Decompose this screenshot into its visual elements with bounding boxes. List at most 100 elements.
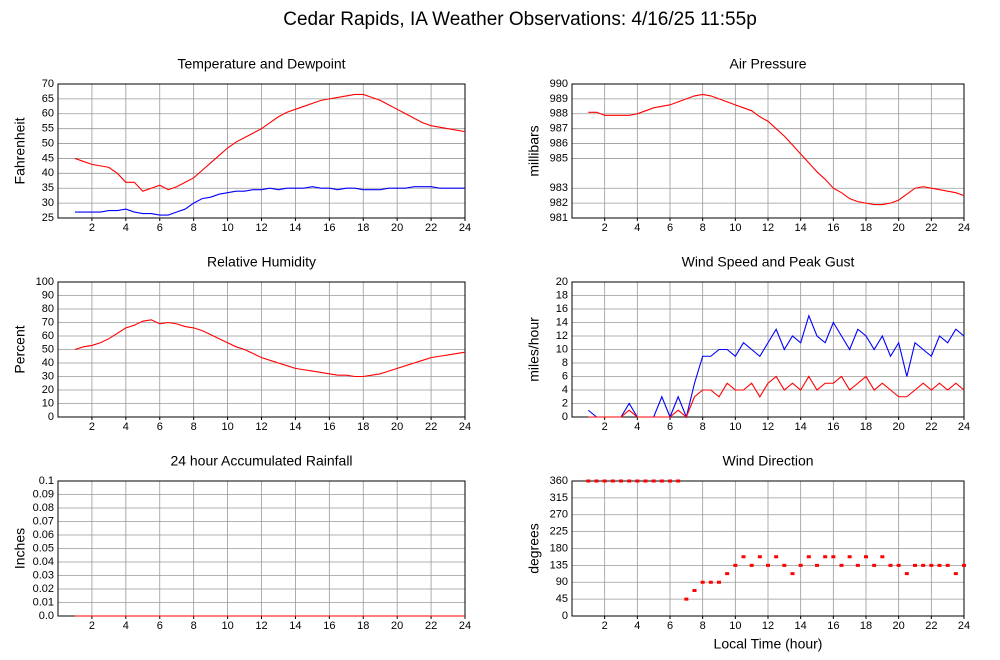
x-tick-label: 16 — [323, 421, 335, 433]
x-tick-label: 8 — [700, 421, 706, 433]
y-tick-label: 0.03 — [33, 569, 54, 581]
data-point — [855, 563, 860, 567]
data-point — [872, 563, 877, 567]
data-point — [676, 479, 681, 483]
x-tick-label: 24 — [958, 620, 970, 632]
y-tick-label: 40 — [42, 167, 54, 179]
y-tick-label: 180 — [550, 542, 568, 554]
x-tick-label: 10 — [221, 222, 233, 234]
y-tick-label: 55 — [42, 123, 54, 135]
data-point — [904, 572, 909, 576]
x-tick-label: 12 — [762, 222, 774, 234]
y-tick-label: 65 — [42, 93, 54, 105]
panel-title: 24 hour Accumulated Rainfall — [170, 453, 352, 469]
y-tick-label: 135 — [550, 559, 568, 571]
data-point — [692, 589, 697, 592]
y-tick-label: 70 — [42, 78, 54, 90]
y-tick-label: 90 — [42, 289, 54, 301]
x-tick-label: 10 — [221, 620, 233, 632]
x-tick-label: 8 — [700, 222, 706, 234]
y-tick-label: 40 — [42, 357, 54, 369]
data-point — [839, 563, 844, 567]
data-point — [668, 479, 672, 483]
x-tick-label: 16 — [827, 222, 839, 234]
x-tick-label: 8 — [191, 421, 197, 433]
page-title: Cedar Rapids, IA Weather Observations: 4… — [283, 9, 757, 30]
y-tick-label: 983 — [550, 182, 568, 194]
y-axis-label: Fahrenheit — [12, 117, 28, 184]
data-point — [847, 555, 852, 559]
x-tick-label: 20 — [893, 620, 905, 632]
x-tick-label: 6 — [157, 222, 163, 234]
x-tick-label: 18 — [860, 620, 872, 632]
y-tick-label: 985 — [550, 152, 568, 164]
y-tick-label: 0.09 — [33, 488, 54, 500]
y-tick-label: 100 — [36, 276, 54, 288]
data-point — [700, 580, 705, 584]
y-tick-label: 14 — [556, 316, 568, 328]
x-tick-label: 12 — [255, 421, 267, 433]
x-tick-label: 22 — [925, 620, 937, 632]
data-point — [651, 479, 656, 483]
x-tick-label: 6 — [157, 620, 163, 632]
plot-frame — [571, 480, 965, 617]
x-tick-label: 16 — [827, 620, 839, 632]
data-point — [945, 563, 950, 567]
y-tick-label: 0.0 — [39, 610, 54, 622]
x-tick-label: 10 — [729, 222, 741, 234]
x-tick-label: 12 — [762, 620, 774, 632]
data-point — [757, 555, 762, 559]
data-point — [774, 555, 779, 559]
data-point — [864, 555, 868, 559]
data-point — [725, 572, 730, 576]
x-tick-label: 14 — [795, 421, 807, 433]
y-axis-label: degrees — [526, 523, 542, 574]
y-tick-label: 225 — [550, 526, 568, 538]
y-tick-label: 987 — [550, 123, 568, 135]
y-tick-label: 10 — [42, 397, 54, 409]
data-line — [588, 93, 965, 206]
y-tick-label: 981 — [550, 212, 568, 224]
y-tick-label: 16 — [556, 303, 568, 315]
data-point — [896, 563, 901, 567]
x-tick-label: 16 — [323, 620, 335, 632]
x-tick-label: 12 — [255, 222, 267, 234]
y-tick-label: 6 — [562, 370, 568, 382]
y-tick-label: 0 — [48, 411, 54, 423]
data-point — [619, 479, 623, 483]
x-tick-label: 20 — [391, 620, 403, 632]
y-tick-label: 990 — [550, 78, 568, 90]
x-tick-label: 8 — [700, 620, 706, 632]
y-tick-label: 0 — [562, 411, 568, 423]
x-tick-label: 24 — [459, 421, 471, 433]
x-tick-label: 18 — [860, 421, 872, 433]
y-tick-label: 0 — [562, 610, 568, 622]
y-axis-label: Inches — [12, 528, 28, 569]
y-tick-label: 50 — [42, 343, 54, 355]
data-line — [74, 93, 466, 192]
x-tick-label: 18 — [860, 222, 872, 234]
x-tick-label: 16 — [827, 421, 839, 433]
data-point — [659, 479, 664, 483]
data-point — [913, 563, 917, 567]
y-tick-label: 315 — [550, 492, 568, 504]
x-tick-label: 4 — [123, 620, 129, 632]
y-tick-label: 360 — [550, 475, 568, 487]
y-tick-label: 270 — [550, 509, 568, 521]
x-tick-label: 20 — [391, 421, 403, 433]
x-tick-label: 20 — [893, 222, 905, 234]
y-tick-label: 986 — [550, 137, 568, 149]
x-tick-label: 24 — [459, 222, 471, 234]
x-tick-label: 6 — [667, 421, 673, 433]
y-tick-label: 0.04 — [33, 556, 54, 568]
x-tick-label: 14 — [289, 222, 301, 234]
data-point — [921, 563, 926, 567]
data-point — [635, 479, 640, 483]
x-tick-label: 8 — [191, 222, 197, 234]
data-point — [708, 580, 713, 584]
y-tick-label: 0.01 — [33, 596, 54, 608]
x-tick-label: 24 — [958, 421, 970, 433]
x-tick-label: 12 — [762, 421, 774, 433]
x-tick-label: 22 — [925, 421, 937, 433]
